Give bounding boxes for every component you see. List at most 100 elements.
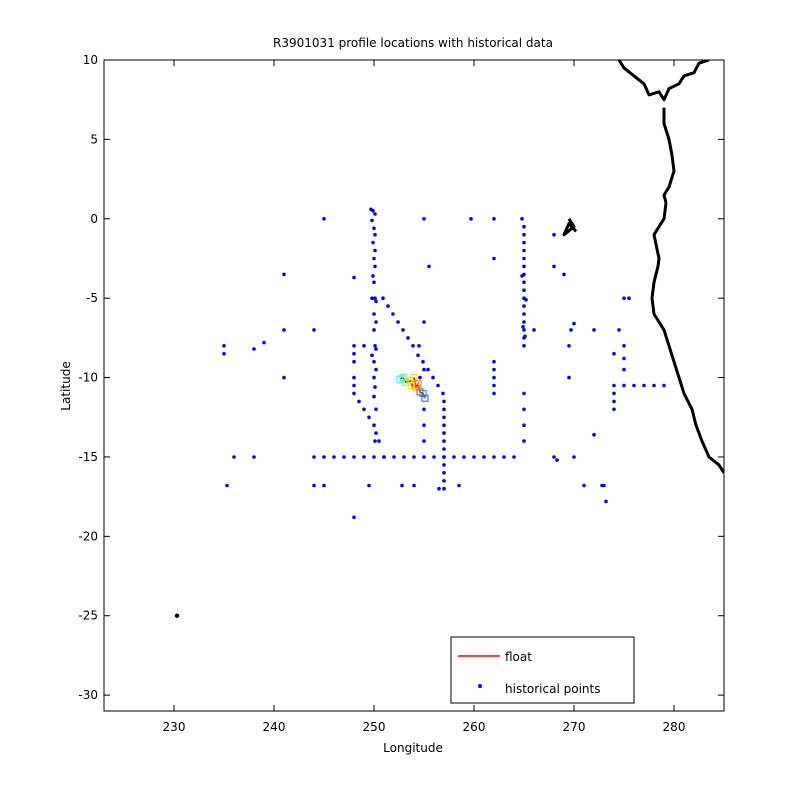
historical-point xyxy=(502,455,506,459)
historical-point xyxy=(373,344,377,348)
historical-point xyxy=(352,515,356,520)
historical-point xyxy=(442,439,446,443)
historical-point xyxy=(523,334,527,339)
historical-point xyxy=(441,391,445,396)
historical-point xyxy=(642,383,646,388)
historical-point xyxy=(422,407,426,412)
historical-point xyxy=(416,353,420,358)
legend-historical-label: historical points xyxy=(505,682,600,696)
coastline-path xyxy=(562,217,578,237)
historical-point xyxy=(352,351,356,356)
float-profile-marker xyxy=(419,389,427,397)
historical-point xyxy=(522,439,526,443)
historical-point xyxy=(521,325,525,329)
historical-point xyxy=(372,226,376,231)
historical-point xyxy=(222,344,226,348)
historical-point xyxy=(374,347,378,351)
historical-point xyxy=(373,439,377,443)
historical-point xyxy=(373,264,377,269)
legend-float-label: float xyxy=(505,650,532,664)
historical-point xyxy=(522,264,526,269)
historical-point xyxy=(352,275,356,280)
historical-point xyxy=(427,264,431,269)
historical-point xyxy=(371,274,375,278)
historical-point xyxy=(412,483,416,488)
historical-point xyxy=(367,415,371,420)
x-tick-label: 230 xyxy=(163,720,186,734)
historical-point xyxy=(582,483,586,488)
historical-point xyxy=(452,455,456,459)
coastline-path xyxy=(617,60,710,102)
historical-point xyxy=(431,375,435,380)
historical-point xyxy=(522,304,526,308)
historical-point xyxy=(374,431,378,435)
historical-point xyxy=(357,399,361,404)
y-tick-label: 0 xyxy=(90,212,98,226)
historical-point xyxy=(442,415,446,420)
y-axis: 10 5 0 -5 -10 -15 -20 -25 -30 xyxy=(78,53,724,702)
historical-point xyxy=(462,455,466,459)
historical-point xyxy=(422,217,426,221)
historical-point xyxy=(372,394,376,399)
historical-point xyxy=(342,455,346,459)
historical-point xyxy=(391,312,395,316)
historical-point xyxy=(512,455,516,459)
historical-point xyxy=(442,399,446,404)
historical-point xyxy=(402,455,406,459)
historical-point xyxy=(432,455,436,459)
historical-point xyxy=(612,391,616,396)
y-tick-label: 10 xyxy=(83,53,98,67)
historical-point xyxy=(522,280,526,285)
historical-point xyxy=(552,264,556,269)
coastline-layer xyxy=(562,60,724,474)
historical-point xyxy=(386,304,390,308)
legend: float historical points xyxy=(450,636,635,704)
historical-point xyxy=(592,328,596,332)
historical-point xyxy=(457,483,461,488)
legend-box xyxy=(450,636,635,704)
x-tick-label: 280 xyxy=(663,720,686,734)
historical-point xyxy=(422,367,426,372)
historical-point xyxy=(437,486,441,491)
historical-point xyxy=(352,359,356,364)
float-profile-marker xyxy=(421,394,429,402)
historical-point xyxy=(552,232,556,237)
historical-point xyxy=(282,272,286,277)
historical-point xyxy=(492,455,496,459)
historical-point xyxy=(532,328,536,332)
historical-point xyxy=(252,347,256,351)
historical-point xyxy=(372,280,376,285)
historical-point xyxy=(442,431,446,435)
historical-point xyxy=(362,344,366,348)
historical-point xyxy=(524,298,528,302)
historical-point xyxy=(522,391,526,396)
historical-point xyxy=(555,458,559,462)
historical-point xyxy=(373,212,377,216)
historical-point xyxy=(442,486,446,491)
historical-point xyxy=(322,483,326,488)
historical-point xyxy=(370,296,374,301)
historical-point xyxy=(520,274,524,278)
historical-point xyxy=(632,383,636,388)
historical-point xyxy=(352,375,356,380)
historical-point xyxy=(222,351,226,356)
historical-point xyxy=(492,367,496,372)
historical-point xyxy=(370,353,374,358)
historical-point xyxy=(352,455,356,459)
historical-point xyxy=(412,455,416,459)
y-tick-label: -20 xyxy=(78,529,98,543)
historical-point xyxy=(622,383,626,388)
historical-point xyxy=(442,447,446,451)
historical-point xyxy=(373,385,377,389)
historical-point xyxy=(422,423,426,428)
historical-point xyxy=(652,383,656,388)
historical-point xyxy=(617,328,621,332)
historical-point xyxy=(522,256,526,261)
historical-point xyxy=(572,455,576,459)
legend-historical-swatch xyxy=(478,684,482,688)
historical-point xyxy=(436,383,440,388)
historical-point xyxy=(492,375,496,380)
historical-point xyxy=(370,218,374,223)
x-tick-label: 250 xyxy=(363,720,386,734)
historical-point xyxy=(225,483,229,488)
